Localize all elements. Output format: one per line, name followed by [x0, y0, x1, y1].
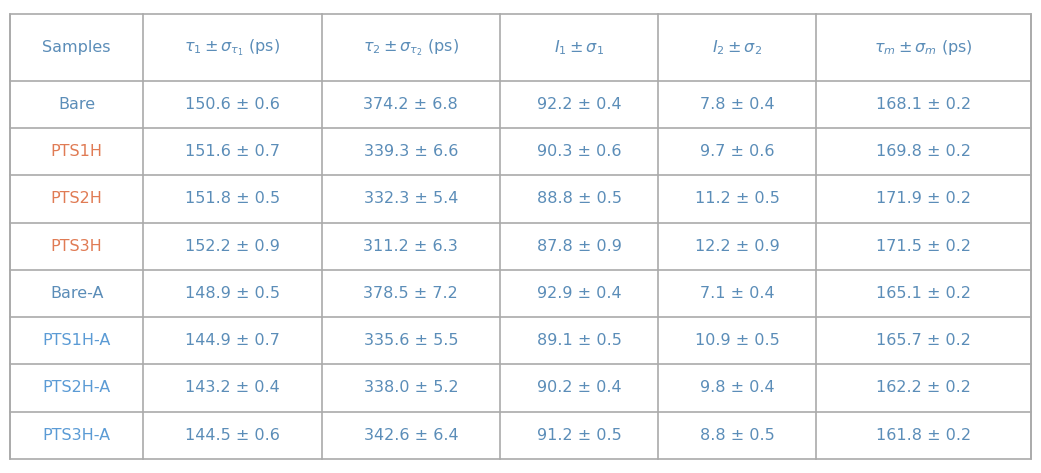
Text: 342.6 ± 6.4: 342.6 ± 6.4 — [363, 428, 458, 443]
Text: 169.8 ± 0.2: 169.8 ± 0.2 — [875, 144, 971, 159]
Text: $\mathit{I}_2 \pm \sigma_2$: $\mathit{I}_2 \pm \sigma_2$ — [712, 38, 762, 57]
Text: Samples: Samples — [43, 40, 111, 55]
Text: 338.0 ± 5.2: 338.0 ± 5.2 — [363, 380, 458, 395]
Text: 8.8 ± 0.5: 8.8 ± 0.5 — [700, 428, 775, 443]
Text: 7.1 ± 0.4: 7.1 ± 0.4 — [700, 286, 775, 301]
Text: 92.9 ± 0.4: 92.9 ± 0.4 — [537, 286, 621, 301]
Text: Bare-A: Bare-A — [50, 286, 103, 301]
Text: 152.2 ± 0.9: 152.2 ± 0.9 — [185, 239, 280, 254]
Text: 150.6 ± 0.6: 150.6 ± 0.6 — [185, 97, 280, 112]
Text: 165.7 ± 0.2: 165.7 ± 0.2 — [877, 333, 971, 348]
Text: 374.2 ± 6.8: 374.2 ± 6.8 — [363, 97, 458, 112]
Text: 10.9 ± 0.5: 10.9 ± 0.5 — [695, 333, 780, 348]
Text: 171.5 ± 0.2: 171.5 ± 0.2 — [875, 239, 971, 254]
Text: 87.8 ± 0.9: 87.8 ± 0.9 — [537, 239, 621, 254]
Text: PTS3H: PTS3H — [51, 239, 103, 254]
Text: 90.2 ± 0.4: 90.2 ± 0.4 — [537, 380, 621, 395]
Text: 161.8 ± 0.2: 161.8 ± 0.2 — [875, 428, 971, 443]
Text: $\tau_m \pm \sigma_m$ (ps): $\tau_m \pm \sigma_m$ (ps) — [874, 38, 973, 57]
Text: 12.2 ± 0.9: 12.2 ± 0.9 — [695, 239, 780, 254]
Text: PTS2H-A: PTS2H-A — [43, 380, 110, 395]
Text: 151.8 ± 0.5: 151.8 ± 0.5 — [184, 192, 280, 206]
Text: PTS3H-A: PTS3H-A — [43, 428, 110, 443]
Text: 148.9 ± 0.5: 148.9 ± 0.5 — [185, 286, 280, 301]
Text: 143.2 ± 0.4: 143.2 ± 0.4 — [185, 380, 280, 395]
Text: 151.6 ± 0.7: 151.6 ± 0.7 — [185, 144, 280, 159]
Text: Bare: Bare — [58, 97, 96, 112]
Text: 332.3 ± 5.4: 332.3 ± 5.4 — [363, 192, 458, 206]
Text: 90.3 ± 0.6: 90.3 ± 0.6 — [537, 144, 621, 159]
Text: 91.2 ± 0.5: 91.2 ± 0.5 — [537, 428, 621, 443]
Text: 9.7 ± 0.6: 9.7 ± 0.6 — [700, 144, 775, 159]
Text: $\tau_1 \pm \sigma_{\tau_1}$ (ps): $\tau_1 \pm \sigma_{\tau_1}$ (ps) — [184, 37, 280, 58]
Text: 89.1 ± 0.5: 89.1 ± 0.5 — [537, 333, 621, 348]
Text: 144.5 ± 0.6: 144.5 ± 0.6 — [185, 428, 280, 443]
Text: 335.6 ± 5.5: 335.6 ± 5.5 — [363, 333, 458, 348]
Text: 88.8 ± 0.5: 88.8 ± 0.5 — [537, 192, 621, 206]
Text: 378.5 ± 7.2: 378.5 ± 7.2 — [363, 286, 458, 301]
Text: PTS2H: PTS2H — [51, 192, 103, 206]
Text: 144.9 ± 0.7: 144.9 ± 0.7 — [185, 333, 280, 348]
Text: PTS1H-A: PTS1H-A — [43, 333, 111, 348]
Text: 92.2 ± 0.4: 92.2 ± 0.4 — [537, 97, 621, 112]
Text: 339.3 ± 6.6: 339.3 ± 6.6 — [363, 144, 458, 159]
Text: 9.8 ± 0.4: 9.8 ± 0.4 — [700, 380, 775, 395]
Text: 162.2 ± 0.2: 162.2 ± 0.2 — [877, 380, 971, 395]
Text: 168.1 ± 0.2: 168.1 ± 0.2 — [875, 97, 971, 112]
Text: PTS1H: PTS1H — [51, 144, 103, 159]
Text: 171.9 ± 0.2: 171.9 ± 0.2 — [875, 192, 971, 206]
Text: $\tau_2 \pm \sigma_{\tau_2}$ (ps): $\tau_2 \pm \sigma_{\tau_2}$ (ps) — [362, 37, 459, 58]
Text: 165.1 ± 0.2: 165.1 ± 0.2 — [875, 286, 971, 301]
Text: 11.2 ± 0.5: 11.2 ± 0.5 — [694, 192, 780, 206]
Text: 311.2 ± 6.3: 311.2 ± 6.3 — [363, 239, 458, 254]
Text: 7.8 ± 0.4: 7.8 ± 0.4 — [700, 97, 775, 112]
Text: $\mathit{I}_1 \pm \sigma_1$: $\mathit{I}_1 \pm \sigma_1$ — [554, 38, 604, 57]
